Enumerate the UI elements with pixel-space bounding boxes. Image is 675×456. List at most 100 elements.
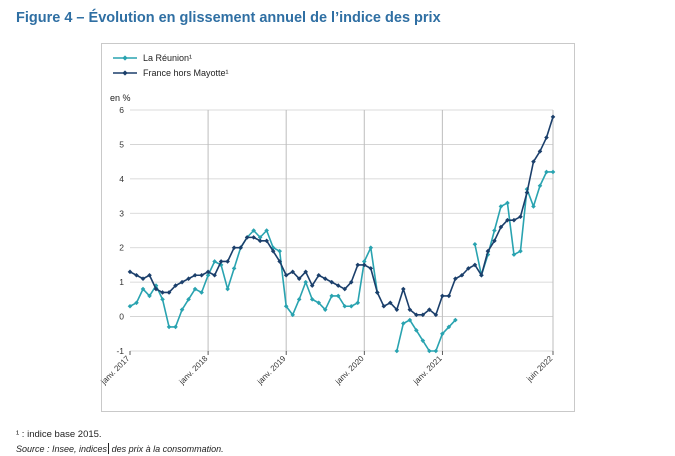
data-point [453,317,458,323]
series-line [129,116,554,316]
data-point [394,348,400,354]
data-point [381,303,387,309]
data-point [290,269,295,275]
data-point [544,169,549,175]
data-point [342,303,348,309]
data-point [472,262,478,268]
y-tick-label: 0 [119,312,124,322]
data-point [335,283,341,288]
data-point [134,272,139,278]
data-point [459,272,465,278]
data-point [231,245,237,251]
data-point [316,300,322,306]
y-tick-label: 6 [119,105,124,115]
data-point [296,276,302,281]
data-point [296,297,302,302]
data-point [498,204,504,209]
data-point [205,272,211,278]
data-point [492,238,497,244]
data-point [485,248,491,254]
grid-layer [130,109,554,352]
data-point [433,312,439,318]
data-point [212,272,217,278]
data-point [374,290,380,295]
data-point [147,272,152,278]
data-point [173,283,178,288]
data-point [498,224,504,230]
y-axis-label: en % [110,93,131,103]
data-point [511,217,517,223]
data-point [550,169,556,175]
data-point [472,241,478,247]
data-point [127,303,133,309]
data-point [277,259,282,264]
data-point [231,266,237,271]
data-point [505,217,510,223]
data-point [134,300,139,306]
y-tick-label: 1 [119,277,124,287]
data-point [342,286,348,292]
data-point [440,331,445,337]
data-point [531,159,536,164]
legend: La Réunion¹ France hors Mayotte¹ [113,53,229,78]
data-point [218,259,224,264]
data-point [257,235,263,240]
data-point [401,286,406,292]
data-point [407,317,413,323]
data-point [186,297,191,302]
series-reunion [127,169,556,354]
source-suffix: des prix à la consommation. [109,444,224,454]
data-point [270,248,276,254]
data-point [335,293,341,299]
data-point [348,303,354,309]
source-note: Source : Insee, indices des prix à la co… [16,443,224,454]
data-point [348,279,354,285]
data-point [212,259,217,264]
legend-item-france: France hors Mayotte¹ [113,68,229,78]
data-point [361,262,367,268]
data-point [147,293,152,299]
data-point [420,338,426,343]
x-tick-label: juin 2022 [524,354,554,384]
data-point [192,286,198,292]
data-point [160,290,165,295]
data-point [251,228,256,233]
data-point [388,300,393,306]
data-point [355,262,361,268]
data-point [179,279,185,285]
data-point [446,324,452,330]
data-point [440,293,445,299]
x-tick-label: janv. 2019 [255,354,288,387]
data-point [166,290,172,295]
data-point [316,272,322,278]
y-tick-label: 2 [119,243,124,253]
data-point [414,312,419,318]
legend-item-reunion: La Réunion¹ [113,53,192,63]
data-point [361,259,367,264]
data-point [270,245,276,251]
series-line [396,319,456,352]
data-point [303,269,309,275]
data-point [355,300,361,306]
series-line [474,171,553,277]
data-point [173,324,178,330]
figure-title: Figure 4 – Évolution en glissement annue… [16,10,441,26]
data-point [329,279,335,285]
data-point [251,235,256,240]
data-point [225,286,230,292]
data-point [427,307,432,312]
data-point [309,283,315,288]
data-point [518,248,523,254]
data-point [244,235,250,240]
data-point [368,266,374,271]
legend-label: La Réunion¹ [143,53,192,63]
series-france [127,114,556,318]
footnote: ¹ : indice base 2015. [16,429,102,440]
data-point [427,348,432,354]
data-point [166,324,172,330]
data-point [446,293,452,299]
legend-label: France hors Mayotte¹ [143,68,229,78]
data-point [225,259,230,264]
data-point [192,272,198,278]
data-point [303,279,309,285]
